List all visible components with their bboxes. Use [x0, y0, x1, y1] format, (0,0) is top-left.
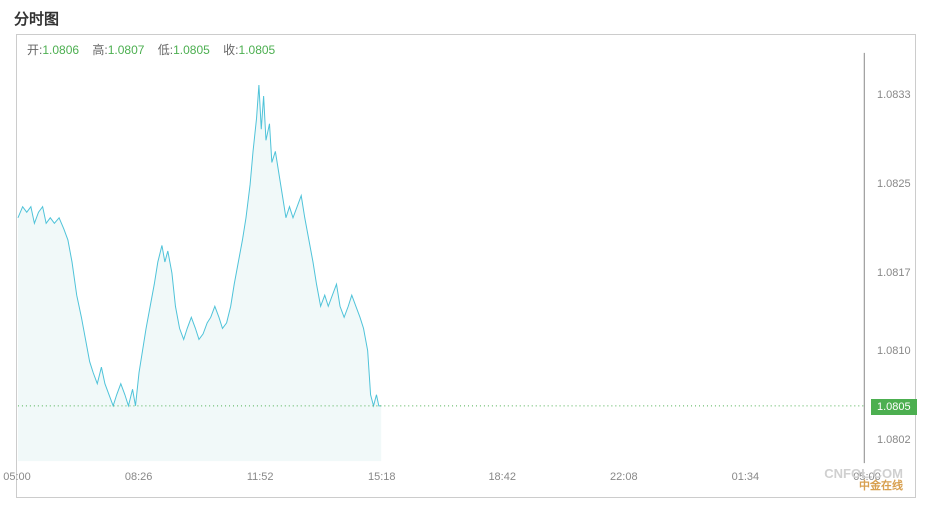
- x-tick-label: 15:18: [368, 471, 396, 483]
- watermark-en: CNFOL.COM: [824, 466, 903, 481]
- y-tick-label: 1.0802: [877, 434, 911, 446]
- close-value: 1.0805: [239, 43, 276, 57]
- watermark-cn: 中金在线: [824, 481, 903, 491]
- chart-title: 分时图: [0, 0, 932, 35]
- close-label: 收:: [223, 43, 238, 57]
- x-tick-label: 11:52: [247, 471, 274, 483]
- low-value: 1.0805: [173, 43, 210, 57]
- x-tick-label: 08:26: [125, 471, 153, 483]
- open-value: 1.0806: [42, 43, 79, 57]
- y-tick-label: 1.0833: [877, 89, 911, 101]
- x-tick-label: 22:08: [610, 471, 638, 483]
- high-label: 高:: [92, 43, 107, 57]
- chart-frame: 开:1.0806 高:1.0807 低:1.0805 收:1.0805 1.08…: [16, 34, 916, 498]
- high-value: 1.0807: [108, 43, 145, 57]
- ohlc-readout: 开:1.0806 高:1.0807 低:1.0805 收:1.0805: [27, 41, 275, 58]
- open-label: 开:: [27, 43, 42, 57]
- y-tick-label: 1.0810: [877, 345, 911, 357]
- y-tick-label: 1.0817: [877, 267, 911, 279]
- x-tick-label: 18:42: [488, 471, 516, 483]
- chart-plot[interactable]: [17, 35, 915, 497]
- x-tick-label: 01:34: [732, 471, 760, 483]
- current-price-flag: 1.0805: [871, 399, 917, 415]
- watermark: CNFOL.COM 中金在线: [824, 466, 903, 491]
- y-tick-label: 1.0825: [877, 178, 911, 190]
- x-tick-label: 05:00: [3, 471, 31, 483]
- low-label: 低:: [158, 43, 173, 57]
- chart-container: 分时图 开:1.0806 高:1.0807 低:1.0805 收:1.0805 …: [0, 0, 932, 514]
